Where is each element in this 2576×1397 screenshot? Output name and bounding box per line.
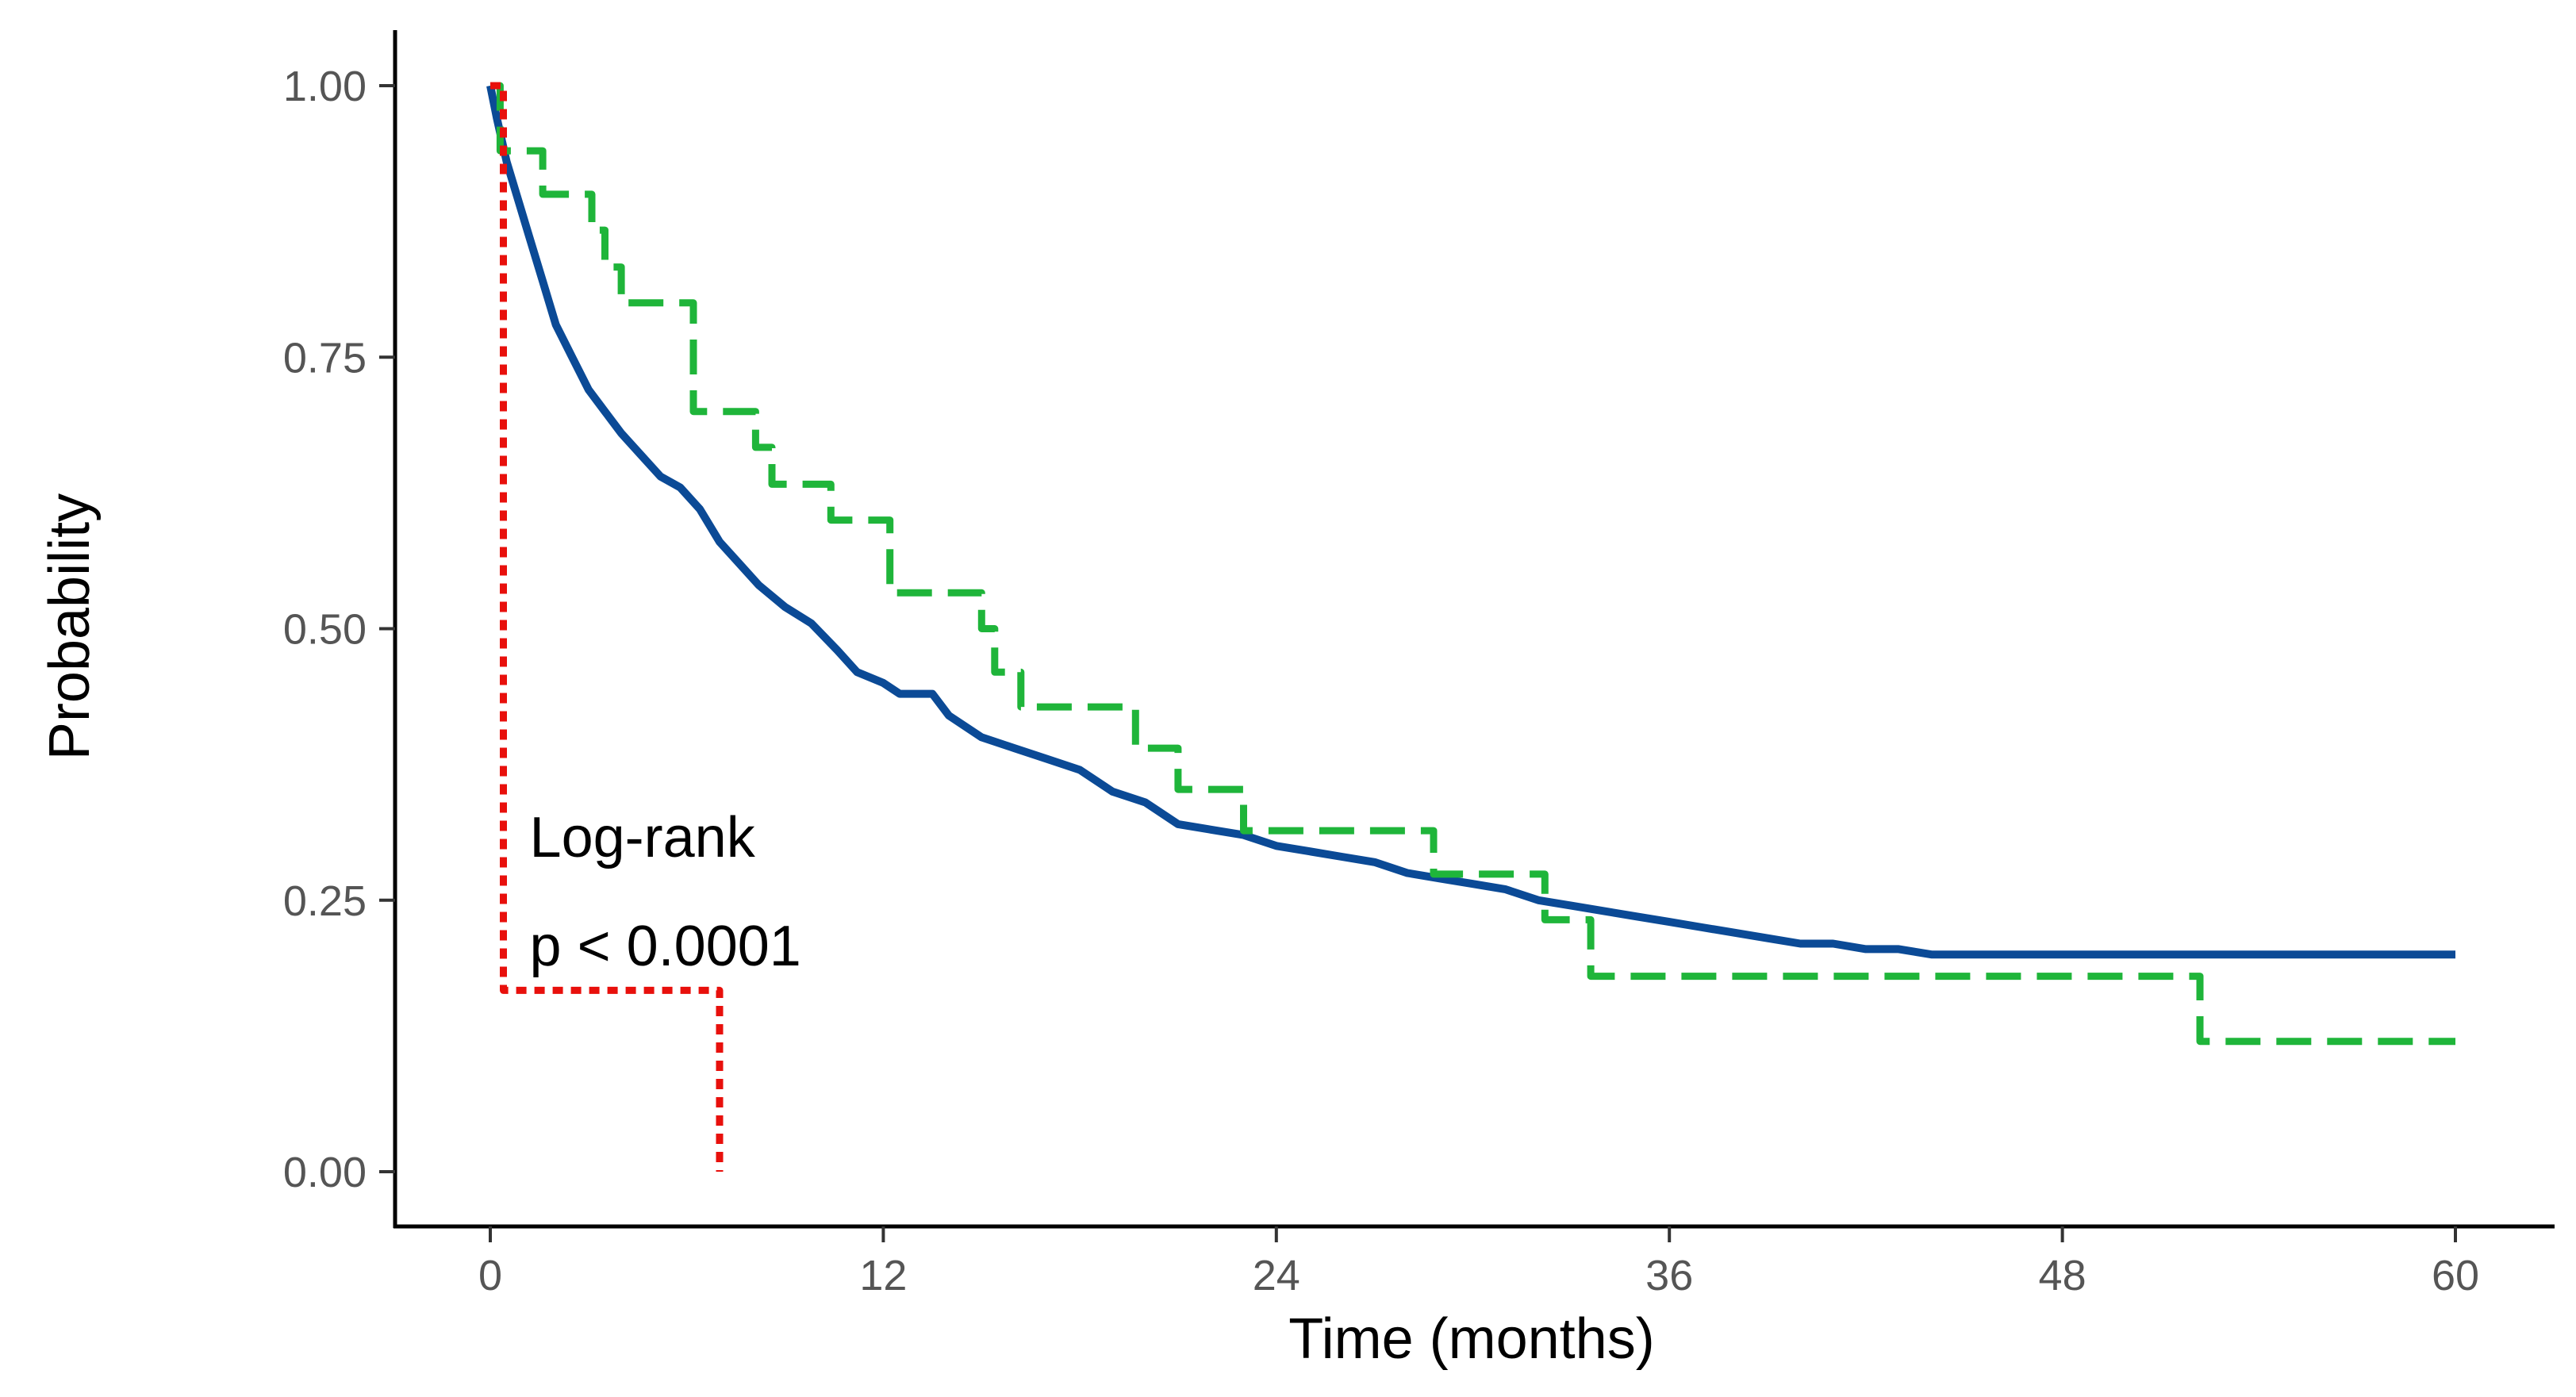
y-tick-label: 0.00	[283, 1149, 367, 1196]
x-tick-label: 12	[859, 1252, 907, 1299]
series-line-green	[490, 82, 2455, 1046]
series-line-red	[490, 82, 724, 1172]
y-tick-label: 0.50	[283, 606, 367, 654]
y-tick-label: 1.00	[283, 63, 367, 110]
x-tick-label: 24	[1253, 1252, 1300, 1299]
series-line-blue	[486, 85, 2455, 959]
x-tick-label: 48	[2039, 1252, 2087, 1299]
annotation-test-name: Log-rank	[530, 806, 756, 869]
x-tick-label: 60	[2432, 1252, 2479, 1299]
plot-lines	[486, 82, 2455, 1172]
annotation-p-value: p < 0.0001	[530, 915, 801, 978]
y-axis-title: Probability	[38, 493, 102, 760]
y-tick-label: 0.75	[283, 334, 367, 382]
x-axis-title: Time (months)	[1288, 1307, 1654, 1371]
annotations: Log-rank p < 0.0001	[530, 806, 801, 978]
y-tick-label: 0.25	[283, 877, 367, 925]
x-tick-label: 0	[478, 1252, 502, 1299]
x-tick-label: 36	[1645, 1252, 1693, 1299]
ticks: 0 12 24 36 48 60 0.00 0.25 0.50 0.75 1.00	[283, 63, 2479, 1299]
